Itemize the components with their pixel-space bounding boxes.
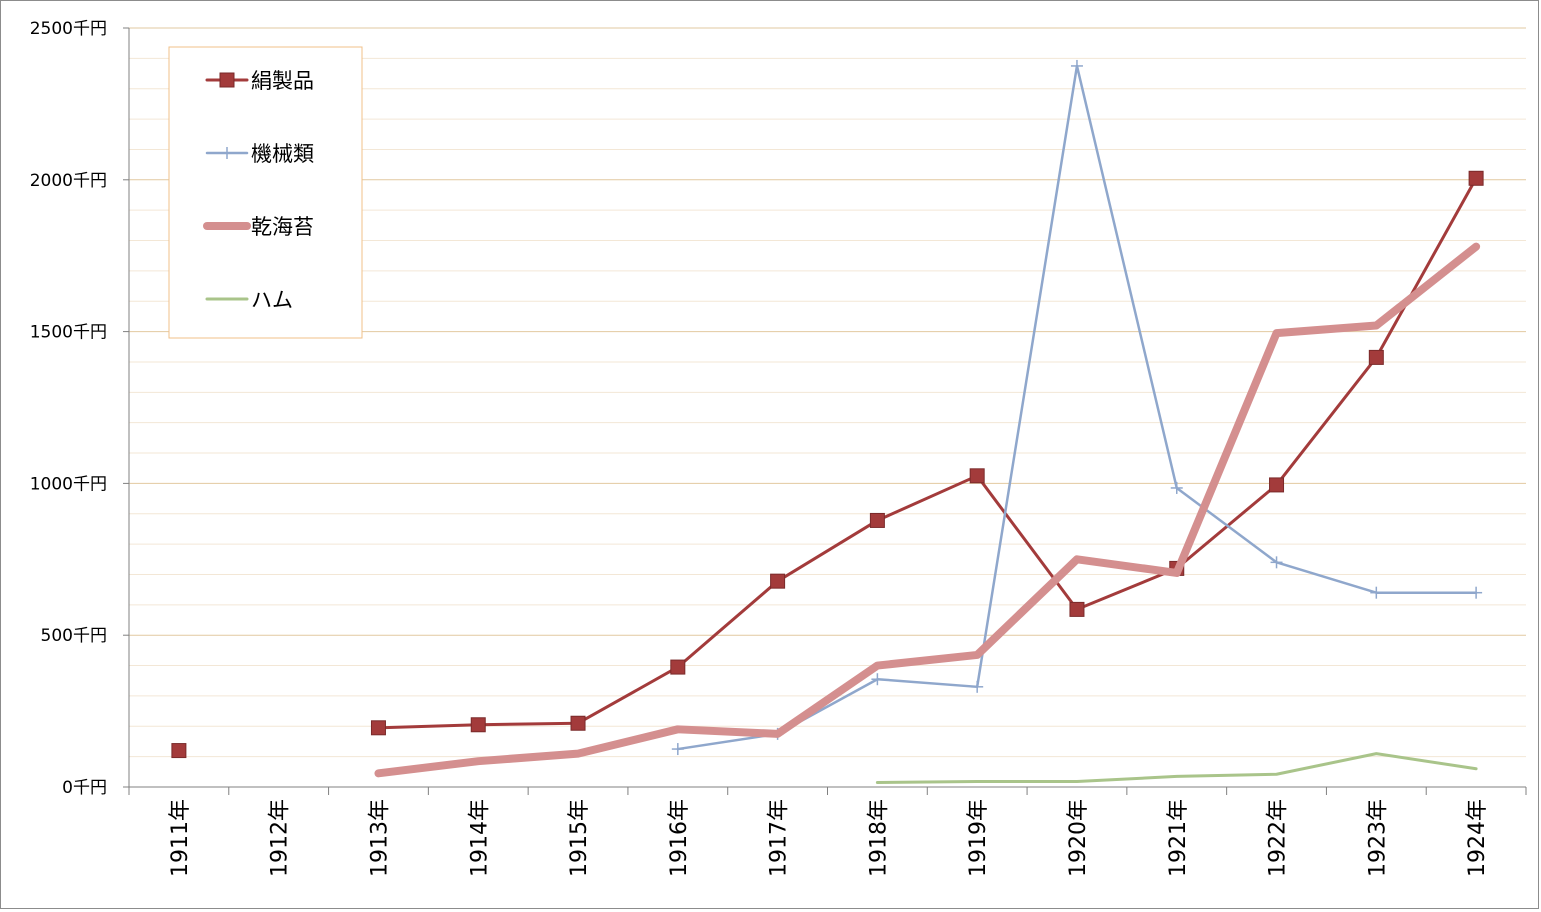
series-0 — [172, 171, 1483, 757]
y-tick-labels: 0千円 500千円 1000千円 1500千円 2000千円 2500千円 — [30, 19, 107, 798]
data-point — [672, 743, 684, 755]
x-tick-label: 1912年 — [268, 799, 293, 877]
data-point — [970, 469, 984, 483]
data-point — [1469, 171, 1483, 185]
x-tick-label: 1921年 — [1166, 799, 1191, 877]
data-point — [471, 718, 485, 732]
legend-label: 乾海苔 — [251, 215, 314, 239]
data-point — [771, 574, 785, 588]
series-line — [678, 66, 1476, 749]
data-point — [1470, 587, 1482, 599]
x-tick-label: 1911年 — [168, 799, 193, 877]
data-point — [1070, 602, 1084, 616]
series-1 — [672, 60, 1482, 755]
legend-label: 機械類 — [251, 142, 314, 166]
x-tick-label: 1918年 — [866, 799, 891, 877]
legend-swatch-marker — [220, 73, 234, 87]
x-tick-label: 1923年 — [1365, 799, 1390, 877]
legend-label: 絹製品 — [251, 69, 314, 93]
x-tick-label: 1919年 — [966, 799, 991, 877]
x-tick-label: 1922年 — [1266, 799, 1291, 877]
y-tick-label: 0千円 — [62, 778, 107, 798]
x-tick-label: 1917年 — [767, 799, 792, 877]
x-tick-label: 1913年 — [367, 799, 392, 877]
y-tick-label: 2000千円 — [30, 171, 107, 191]
x-tick-labels: 1911年 1912年 1913年 1914年 1915年 1916年 1917年 1918年… — [168, 799, 1490, 877]
legend-label: ハム — [251, 288, 293, 312]
series-3 — [877, 754, 1476, 783]
series-2 — [378, 247, 1476, 774]
x-tick-label: 1916年 — [667, 799, 692, 877]
series-line — [877, 754, 1476, 783]
data-point — [571, 716, 585, 730]
x-tick-label: 1915年 — [567, 799, 592, 877]
y-tick-label: 1000千円 — [30, 474, 107, 494]
x-tick-label: 1924年 — [1465, 799, 1490, 877]
y-tick-label: 500千円 — [41, 626, 107, 646]
data-point — [1071, 60, 1083, 72]
series-lines — [172, 60, 1483, 783]
y-tick-label: 2500千円 — [30, 19, 107, 39]
data-point — [971, 681, 983, 693]
data-point — [371, 721, 385, 735]
data-point — [870, 513, 884, 527]
data-point — [1370, 587, 1382, 599]
data-point — [1369, 350, 1383, 364]
x-tick-label: 1914年 — [467, 799, 492, 877]
data-point — [1270, 478, 1284, 492]
x-tick-label: 1920年 — [1066, 799, 1091, 877]
y-tick-label: 1500千円 — [30, 323, 107, 343]
data-point — [172, 744, 186, 758]
data-point — [671, 660, 685, 674]
series-line — [378, 247, 1476, 774]
data-point — [871, 673, 883, 685]
